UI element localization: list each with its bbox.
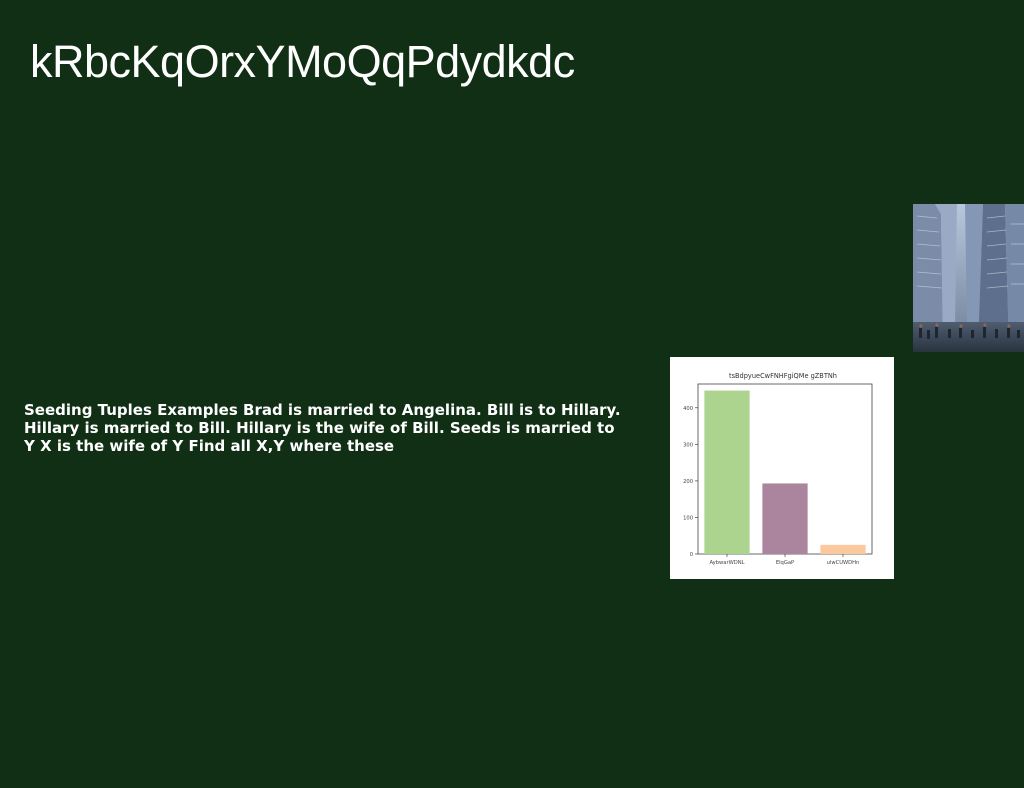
bar-ulwCUWDHn xyxy=(820,544,866,554)
y-tick-label: 400 xyxy=(683,406,693,412)
y-tick-label: 200 xyxy=(683,479,693,485)
y-tick-label: 300 xyxy=(683,442,693,448)
y-tick-label: 0 xyxy=(690,552,693,558)
y-tick-label: 100 xyxy=(683,515,693,521)
bar-chart: tsBdpyueCwFNHFgiQMe gZBTNh 0 100 200 300 400… xyxy=(670,357,894,579)
x-tick-label: ElqGaP xyxy=(776,560,794,566)
city-photo xyxy=(913,204,1024,352)
bar-AybwarWDNL xyxy=(704,390,750,554)
x-tick-label: AybwarWDNL xyxy=(709,560,744,566)
x-tick-label: ulwCUWDHn xyxy=(827,560,860,566)
bar-ElqGaP xyxy=(762,483,808,554)
bar-chart-canvas: tsBdpyueCwFNHFgiQMe gZBTNh 0 100 200 300 400… xyxy=(683,372,873,566)
slide-body-text: Seeding Tuples Examples Brad is married … xyxy=(24,401,621,455)
slide-title: kRbcKqOrxYMoQqPdydkdc xyxy=(30,36,575,87)
chart-title: tsBdpyueCwFNHFgiQMe gZBTNh xyxy=(729,372,837,380)
